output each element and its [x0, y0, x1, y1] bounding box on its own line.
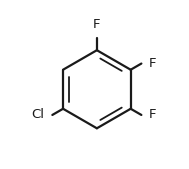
- Text: F: F: [149, 108, 156, 122]
- Text: Cl: Cl: [32, 108, 45, 122]
- Text: F: F: [149, 57, 156, 70]
- Text: F: F: [93, 18, 101, 31]
